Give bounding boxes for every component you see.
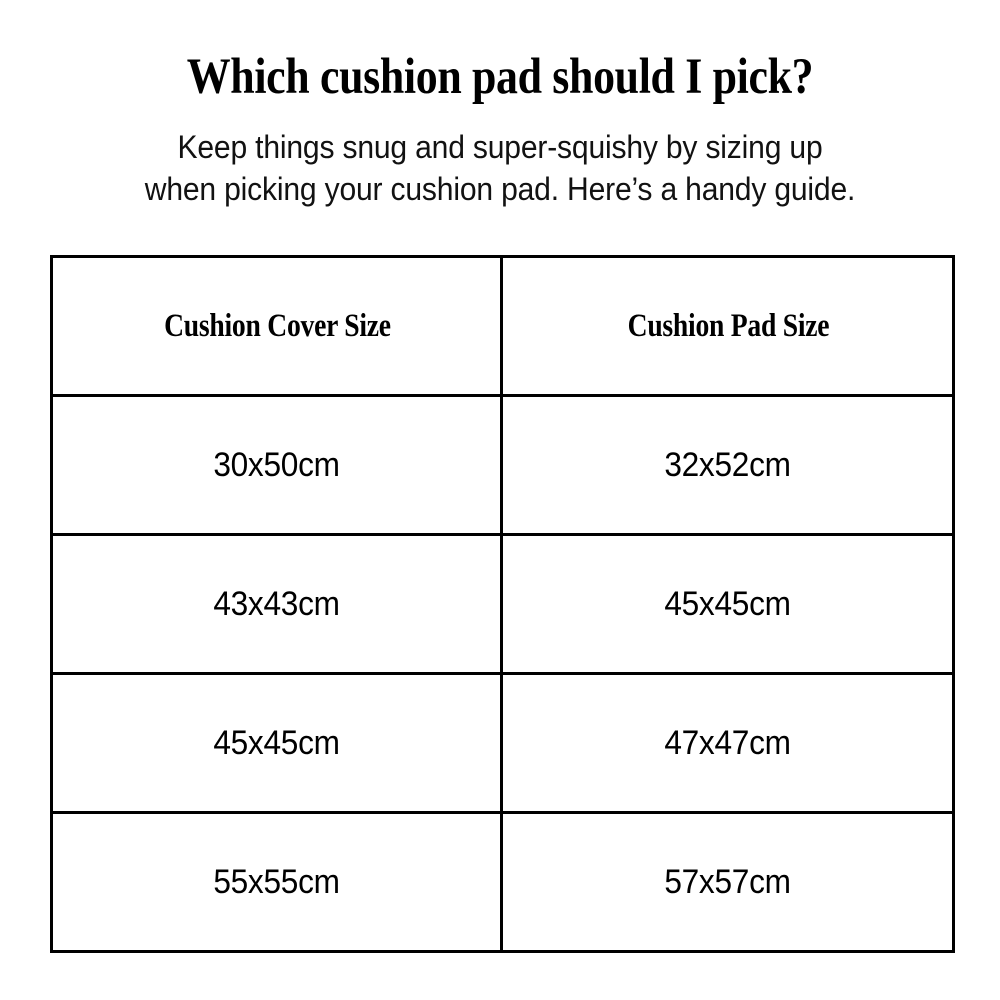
page-subtitle-line-1: Keep things snug and super-squishy by si… [177, 129, 823, 165]
size-table-container: Cushion Cover Size Cushion Pad Size 30x5… [50, 255, 955, 953]
cushion-size-table: Cushion Cover Size Cushion Pad Size 30x5… [50, 255, 955, 953]
cell-cover-size-value: 55x55cm [213, 862, 340, 901]
table-row: 43x43cm 45x45cm [50, 533, 955, 675]
cell-pad-size-value: 47x47cm [664, 723, 791, 762]
table-row: 55x55cm 57x57cm [50, 811, 955, 953]
column-header-cushion-cover-size: Cushion Cover Size [72, 255, 481, 397]
page-title: Which cushion pad should I pick? [186, 49, 814, 105]
column-header-cushion-pad-size-label: Cushion Pad Size [626, 307, 829, 344]
cell-pad-size-value: 57x57cm [664, 862, 791, 901]
table-body: 30x50cm 32x52cm 43x43cm 45x45cm [50, 394, 955, 953]
table-header: Cushion Cover Size Cushion Pad Size [52, 255, 954, 397]
cell-pad-size: 57x57cm [500, 811, 955, 953]
column-header-cushion-cover-size-label: Cushion Cover Size [163, 307, 390, 344]
cell-cover-size-value: 30x50cm [213, 445, 340, 484]
cell-cover-size: 55x55cm [50, 811, 503, 953]
cell-cover-size-value: 45x45cm [213, 723, 340, 762]
column-header-cushion-pad-size: Cushion Pad Size [522, 255, 933, 397]
table-row: 30x50cm 32x52cm [50, 394, 955, 536]
page-subtitle-line-2: when picking your cushion pad. Here’s a … [144, 171, 856, 207]
page-subtitle: Keep things snug and super-squishy by si… [30, 126, 970, 210]
cell-cover-size: 45x45cm [50, 672, 503, 814]
cell-pad-size: 45x45cm [500, 533, 955, 675]
cell-cover-size: 43x43cm [50, 533, 503, 675]
cell-pad-size: 32x52cm [500, 394, 955, 536]
cell-pad-size-value: 45x45cm [664, 584, 791, 623]
table-header-row: Cushion Cover Size Cushion Pad Size [52, 255, 954, 397]
cell-cover-size-value: 43x43cm [213, 584, 340, 623]
heading-block: Which cushion pad should I pick? Keep th… [0, 46, 1000, 210]
table-row: 45x45cm 47x47cm [50, 672, 955, 814]
cell-pad-size: 47x47cm [500, 672, 955, 814]
cell-pad-size-value: 32x52cm [664, 445, 791, 484]
cell-cover-size: 30x50cm [50, 394, 503, 536]
